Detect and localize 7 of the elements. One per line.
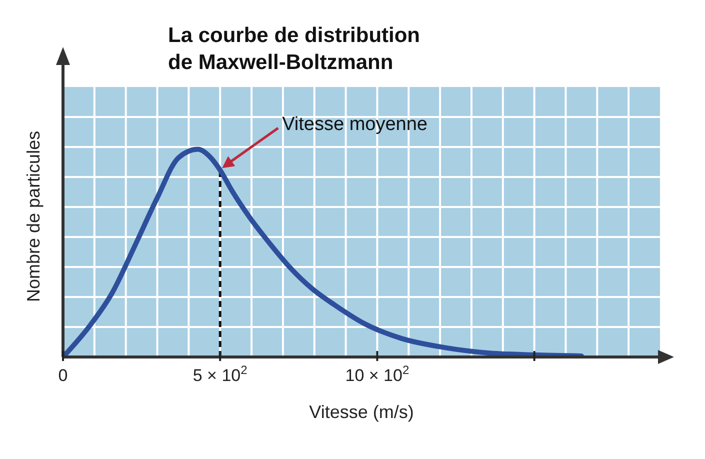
x-axis-title: Vitesse (m/s): [309, 402, 414, 422]
y-axis-title: Nombre de particules: [23, 130, 44, 302]
x-tick-label: 10 × 10$^{2}$: [345, 363, 410, 385]
text: Vitesse moyenne: [282, 114, 428, 136]
x-tick-label: 0: [58, 366, 68, 385]
chart-title: La courbe de distribution de Maxwell-Boltzmann: [168, 23, 422, 76]
x-tick-label: 5 × 10$^{2}$: [192, 363, 248, 385]
